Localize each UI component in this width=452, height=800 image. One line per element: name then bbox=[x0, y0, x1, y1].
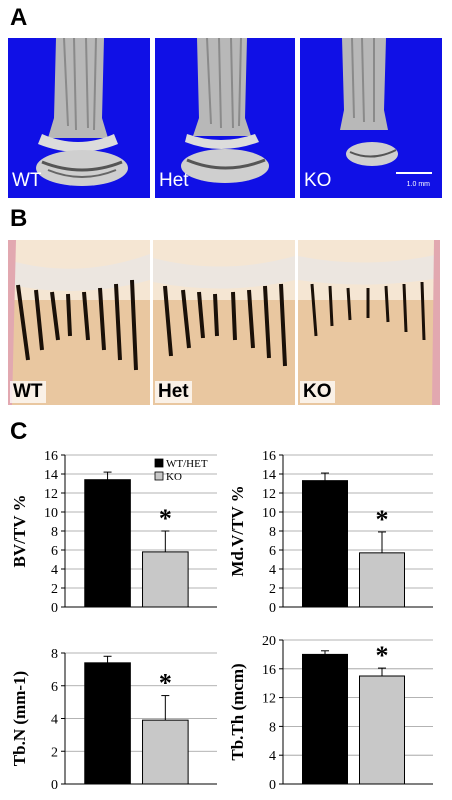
image-label: KO bbox=[300, 381, 335, 403]
y-tick-label: 2 bbox=[51, 582, 58, 597]
y-tick-label: 0 bbox=[51, 601, 58, 616]
y-tick-label: 8 bbox=[51, 647, 58, 662]
scale-bar-label: 1.0 mm bbox=[406, 181, 430, 188]
microct-image-ko: 1.0 mm KO bbox=[300, 38, 442, 198]
bar bbox=[84, 662, 131, 785]
y-tick-label: 8 bbox=[269, 720, 276, 735]
y-tick-label: 12 bbox=[262, 692, 276, 707]
y-tick-label: 6 bbox=[51, 680, 58, 695]
scale-bar bbox=[396, 172, 432, 174]
y-tick-label: 4 bbox=[51, 713, 58, 728]
bar bbox=[142, 551, 189, 608]
y-tick-label: 10 bbox=[44, 506, 58, 521]
histology-image-het: Het bbox=[153, 240, 295, 405]
y-tick-label: 14 bbox=[262, 468, 276, 483]
histology-render bbox=[8, 240, 150, 405]
y-axis-label: Tb.N (mm-1) bbox=[10, 671, 29, 766]
legend-swatch bbox=[154, 471, 164, 481]
image-label: KO bbox=[304, 170, 332, 191]
y-tick-label: 10 bbox=[262, 506, 276, 521]
y-axis-label: BV/TV % bbox=[10, 495, 29, 568]
panel-label-c: C bbox=[10, 418, 28, 445]
bar bbox=[302, 480, 348, 608]
significance-marker: * bbox=[376, 641, 389, 670]
microct-render bbox=[36, 38, 128, 186]
panel-label-a: A bbox=[10, 4, 28, 31]
significance-marker: * bbox=[376, 505, 389, 534]
image-label: WT bbox=[10, 381, 46, 403]
bar bbox=[359, 675, 405, 785]
microct-image-het: Het bbox=[155, 38, 295, 198]
bar bbox=[142, 719, 189, 785]
bar bbox=[84, 479, 131, 608]
microct-image-wt: WT bbox=[8, 38, 150, 198]
legend-swatch bbox=[154, 458, 164, 468]
bar bbox=[359, 552, 405, 608]
y-tick-label: 16 bbox=[262, 449, 276, 464]
y-tick-label: 2 bbox=[51, 745, 58, 760]
microct-render bbox=[181, 38, 269, 183]
y-tick-label: 8 bbox=[269, 525, 276, 540]
microct-render bbox=[340, 38, 398, 166]
y-tick-label: 6 bbox=[269, 544, 276, 559]
y-tick-label: 0 bbox=[269, 778, 276, 793]
image-label: WT bbox=[12, 170, 42, 191]
y-tick-label: 0 bbox=[269, 601, 276, 616]
bar bbox=[302, 653, 348, 785]
y-tick-label: 12 bbox=[262, 487, 276, 502]
y-tick-label: 6 bbox=[51, 544, 58, 559]
y-tick-label: 12 bbox=[44, 487, 58, 502]
y-tick-label: 4 bbox=[269, 749, 276, 764]
significance-marker: * bbox=[159, 504, 172, 533]
y-axis-label: Md.V/TV % bbox=[228, 485, 247, 576]
y-tick-label: 2 bbox=[269, 582, 276, 597]
histology-image-ko: KO bbox=[298, 240, 440, 405]
y-tick-label: 16 bbox=[262, 663, 276, 678]
y-tick-label: 4 bbox=[269, 563, 276, 578]
histology-image-wt: WT bbox=[8, 240, 150, 405]
y-tick-label: 4 bbox=[51, 563, 58, 578]
legend-label: WT/HET bbox=[166, 458, 208, 470]
y-tick-label: 16 bbox=[44, 449, 58, 464]
y-tick-label: 0 bbox=[51, 778, 58, 793]
image-label: Het bbox=[159, 170, 189, 191]
y-tick-label: 20 bbox=[262, 634, 276, 649]
significance-marker: * bbox=[159, 669, 172, 698]
y-tick-label: 8 bbox=[51, 525, 58, 540]
image-label: Het bbox=[155, 381, 192, 403]
y-tick-label: 14 bbox=[44, 468, 58, 483]
panel-label-b: B bbox=[10, 205, 28, 232]
y-axis-label: Tb.Th (mcm) bbox=[228, 663, 247, 760]
legend-label: KO bbox=[166, 471, 182, 483]
